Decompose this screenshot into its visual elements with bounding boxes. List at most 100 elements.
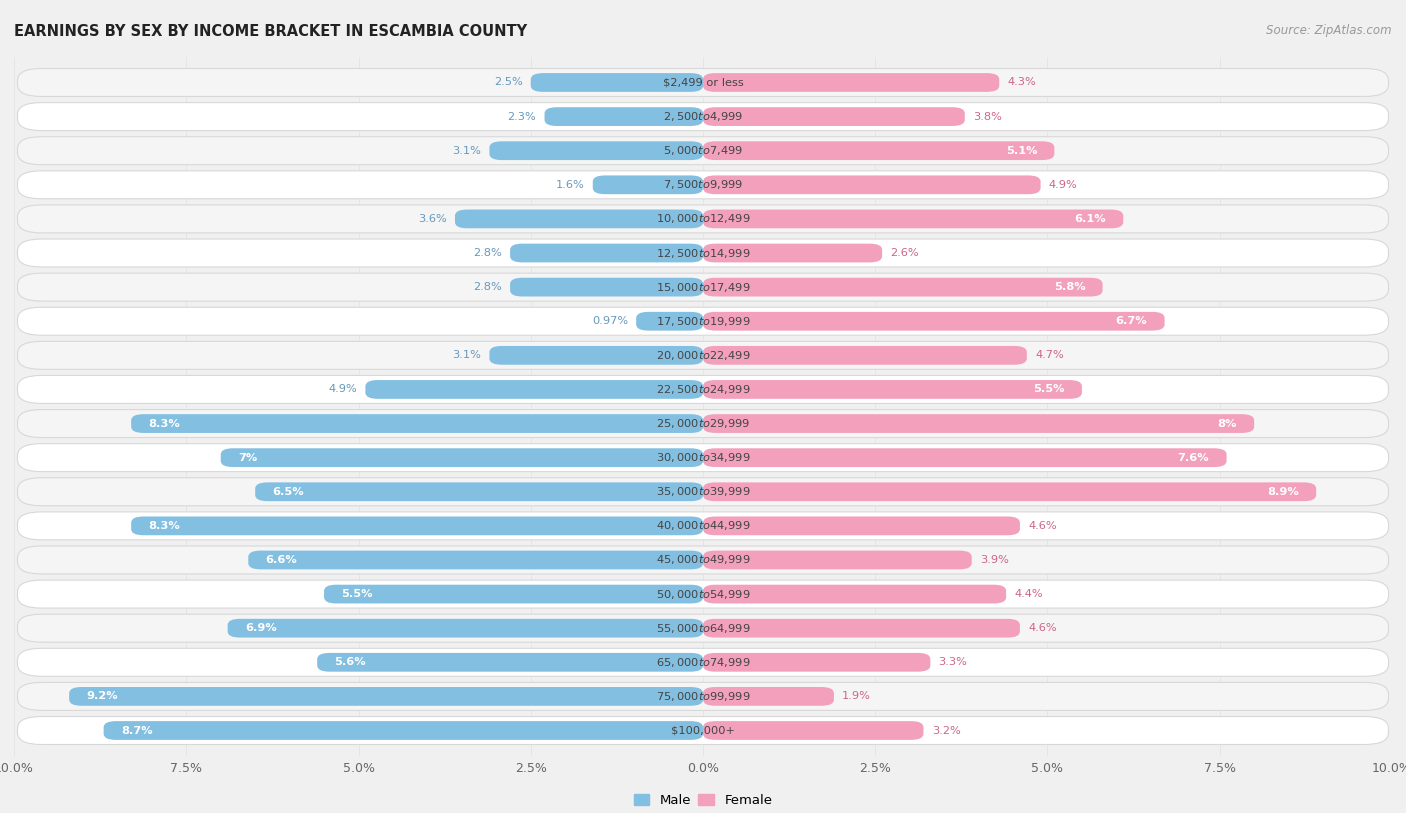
Text: $45,000 to $49,999: $45,000 to $49,999	[655, 554, 751, 567]
FancyBboxPatch shape	[366, 380, 703, 399]
FancyBboxPatch shape	[531, 73, 703, 92]
FancyBboxPatch shape	[17, 444, 1389, 472]
Text: 9.2%: 9.2%	[86, 691, 118, 702]
FancyBboxPatch shape	[703, 550, 972, 569]
FancyBboxPatch shape	[703, 380, 1083, 399]
Text: $10,000 to $12,499: $10,000 to $12,499	[655, 212, 751, 225]
FancyBboxPatch shape	[703, 516, 1019, 535]
Text: $17,500 to $19,999: $17,500 to $19,999	[655, 315, 751, 328]
FancyBboxPatch shape	[17, 68, 1389, 97]
Text: 3.2%: 3.2%	[932, 725, 960, 736]
FancyBboxPatch shape	[489, 346, 703, 365]
Text: 3.1%: 3.1%	[453, 146, 481, 156]
Text: 4.3%: 4.3%	[1008, 77, 1036, 88]
Text: $40,000 to $44,999: $40,000 to $44,999	[655, 520, 751, 533]
Text: 8%: 8%	[1218, 419, 1237, 428]
FancyBboxPatch shape	[17, 205, 1389, 233]
FancyBboxPatch shape	[17, 716, 1389, 745]
FancyBboxPatch shape	[17, 273, 1389, 301]
FancyBboxPatch shape	[17, 478, 1389, 506]
Text: 4.9%: 4.9%	[1049, 180, 1077, 189]
Legend: Male, Female: Male, Female	[628, 789, 778, 812]
FancyBboxPatch shape	[17, 137, 1389, 165]
Text: $7,500 to $9,999: $7,500 to $9,999	[664, 178, 742, 191]
Text: 3.9%: 3.9%	[980, 555, 1010, 565]
Text: 4.7%: 4.7%	[1035, 350, 1064, 360]
FancyBboxPatch shape	[131, 414, 703, 433]
FancyBboxPatch shape	[703, 482, 1316, 501]
Text: 2.3%: 2.3%	[508, 111, 536, 122]
FancyBboxPatch shape	[703, 73, 1000, 92]
FancyBboxPatch shape	[703, 448, 1226, 467]
Text: 4.9%: 4.9%	[329, 385, 357, 394]
FancyBboxPatch shape	[221, 448, 703, 467]
Text: 5.5%: 5.5%	[1033, 385, 1064, 394]
Text: $65,000 to $74,999: $65,000 to $74,999	[655, 656, 751, 669]
FancyBboxPatch shape	[17, 102, 1389, 131]
Text: EARNINGS BY SEX BY INCOME BRACKET IN ESCAMBIA COUNTY: EARNINGS BY SEX BY INCOME BRACKET IN ESC…	[14, 24, 527, 39]
FancyBboxPatch shape	[17, 580, 1389, 608]
Text: 3.3%: 3.3%	[939, 657, 967, 667]
FancyBboxPatch shape	[636, 312, 703, 331]
FancyBboxPatch shape	[703, 107, 965, 126]
Text: 8.9%: 8.9%	[1267, 487, 1299, 497]
FancyBboxPatch shape	[544, 107, 703, 126]
FancyBboxPatch shape	[256, 482, 703, 501]
Text: 7.6%: 7.6%	[1178, 453, 1209, 463]
Text: 5.5%: 5.5%	[342, 589, 373, 599]
Text: 6.5%: 6.5%	[273, 487, 304, 497]
Text: Source: ZipAtlas.com: Source: ZipAtlas.com	[1267, 24, 1392, 37]
Text: 1.9%: 1.9%	[842, 691, 872, 702]
Text: 8.3%: 8.3%	[149, 419, 180, 428]
Text: 0.97%: 0.97%	[592, 316, 628, 326]
FancyBboxPatch shape	[703, 176, 1040, 194]
FancyBboxPatch shape	[17, 512, 1389, 540]
FancyBboxPatch shape	[510, 244, 703, 263]
FancyBboxPatch shape	[17, 682, 1389, 711]
Text: 8.7%: 8.7%	[121, 725, 152, 736]
Text: 6.6%: 6.6%	[266, 555, 297, 565]
Text: 4.6%: 4.6%	[1028, 624, 1057, 633]
FancyBboxPatch shape	[703, 346, 1026, 365]
Text: 5.8%: 5.8%	[1053, 282, 1085, 292]
FancyBboxPatch shape	[17, 614, 1389, 642]
FancyBboxPatch shape	[703, 278, 1102, 297]
FancyBboxPatch shape	[104, 721, 703, 740]
Text: $2,499 or less: $2,499 or less	[662, 77, 744, 88]
FancyBboxPatch shape	[228, 619, 703, 637]
Text: $15,000 to $17,499: $15,000 to $17,499	[655, 280, 751, 293]
FancyBboxPatch shape	[703, 414, 1254, 433]
Text: 6.9%: 6.9%	[245, 624, 277, 633]
FancyBboxPatch shape	[703, 210, 1123, 228]
Text: 7%: 7%	[238, 453, 257, 463]
Text: $2,500 to $4,999: $2,500 to $4,999	[664, 110, 742, 123]
Text: 5.1%: 5.1%	[1005, 146, 1038, 156]
Text: 3.6%: 3.6%	[418, 214, 447, 224]
FancyBboxPatch shape	[17, 239, 1389, 267]
FancyBboxPatch shape	[703, 687, 834, 706]
Text: 8.3%: 8.3%	[149, 521, 180, 531]
Text: 2.5%: 2.5%	[494, 77, 523, 88]
FancyBboxPatch shape	[703, 721, 924, 740]
Text: 2.6%: 2.6%	[890, 248, 920, 258]
FancyBboxPatch shape	[17, 171, 1389, 199]
FancyBboxPatch shape	[703, 312, 1164, 331]
Text: 2.8%: 2.8%	[472, 282, 502, 292]
Text: $50,000 to $54,999: $50,000 to $54,999	[655, 588, 751, 601]
Text: $55,000 to $64,999: $55,000 to $64,999	[655, 622, 751, 635]
FancyBboxPatch shape	[323, 585, 703, 603]
Text: $30,000 to $34,999: $30,000 to $34,999	[655, 451, 751, 464]
FancyBboxPatch shape	[17, 648, 1389, 676]
FancyBboxPatch shape	[17, 410, 1389, 437]
FancyBboxPatch shape	[703, 244, 882, 263]
Text: $75,000 to $99,999: $75,000 to $99,999	[655, 690, 751, 703]
Text: 3.1%: 3.1%	[453, 350, 481, 360]
FancyBboxPatch shape	[593, 176, 703, 194]
Text: 6.1%: 6.1%	[1074, 214, 1107, 224]
FancyBboxPatch shape	[17, 376, 1389, 403]
FancyBboxPatch shape	[318, 653, 703, 672]
FancyBboxPatch shape	[703, 585, 1007, 603]
FancyBboxPatch shape	[510, 278, 703, 297]
Text: 1.6%: 1.6%	[555, 180, 585, 189]
Text: 2.8%: 2.8%	[472, 248, 502, 258]
